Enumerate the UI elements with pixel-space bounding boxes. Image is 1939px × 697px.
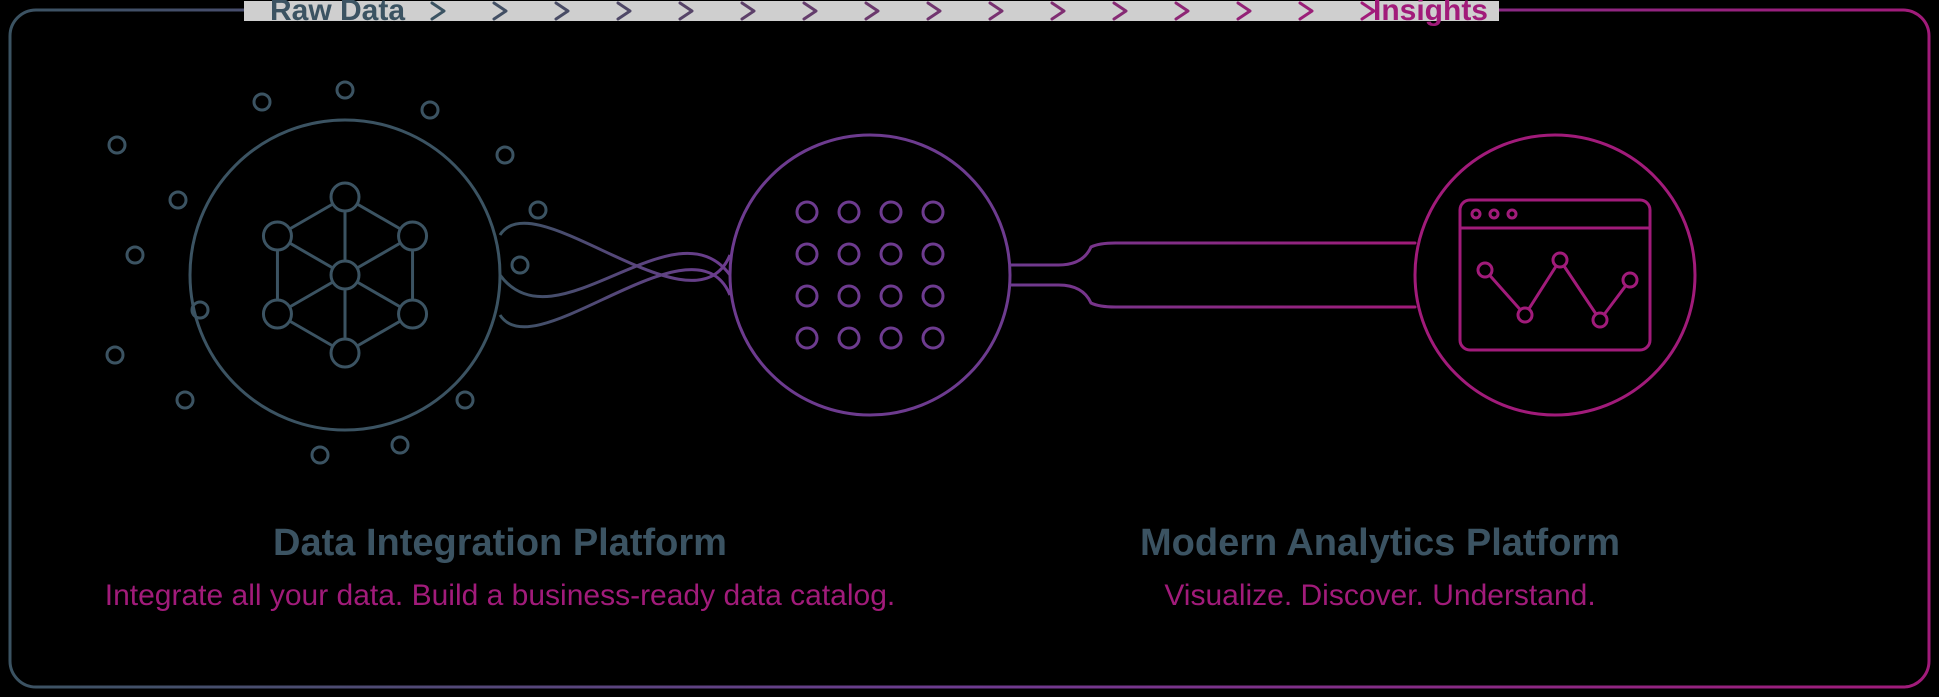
flow-label-insights: Insights [1373, 0, 1488, 27]
node-analytics-icon [1415, 135, 1695, 415]
node-catalog-icon [730, 135, 1010, 415]
caption-left-subtitle: Integrate all your data. Build a busines… [105, 579, 896, 612]
diagram-canvas: Raw Data Insights Data Integration Platf… [0, 0, 1939, 697]
pipe-connectors [1010, 243, 1418, 307]
wave-connectors [500, 223, 730, 327]
flow-label-raw-data: Raw Data [270, 0, 405, 27]
caption-right-title: Modern Analytics Platform [1140, 522, 1620, 564]
caption-left-title: Data Integration Platform [273, 522, 727, 564]
caption-right-subtitle: Visualize. Discover. Understand. [1164, 579, 1595, 612]
